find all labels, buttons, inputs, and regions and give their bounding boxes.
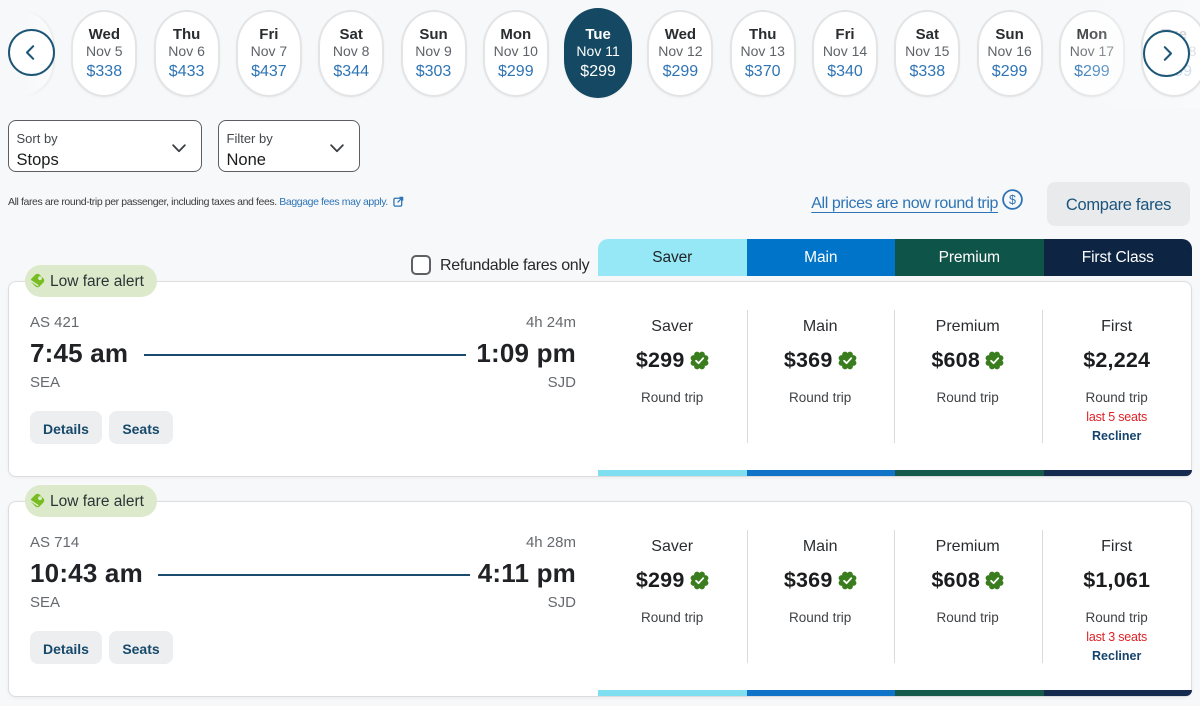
svg-text:$: $ <box>1009 193 1016 207</box>
